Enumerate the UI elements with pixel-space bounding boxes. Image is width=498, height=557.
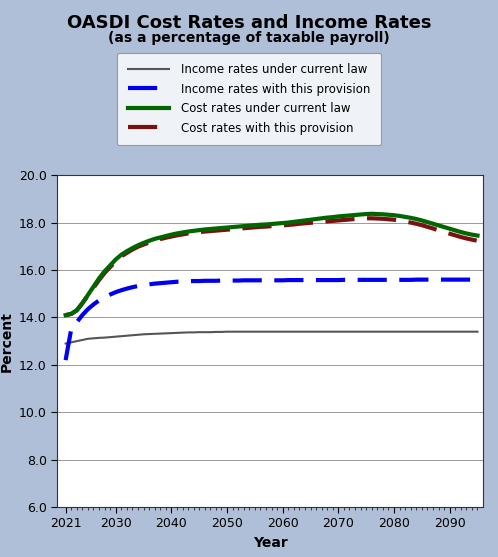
Y-axis label: Percent: Percent (0, 311, 13, 372)
Legend: Income rates under current law, Income rates with this provision, Cost rates und: Income rates under current law, Income r… (117, 52, 381, 145)
Text: (as a percentage of taxable payroll): (as a percentage of taxable payroll) (108, 31, 390, 45)
Text: OASDI Cost Rates and Income Rates: OASDI Cost Rates and Income Rates (67, 14, 431, 32)
X-axis label: Year: Year (253, 536, 287, 550)
